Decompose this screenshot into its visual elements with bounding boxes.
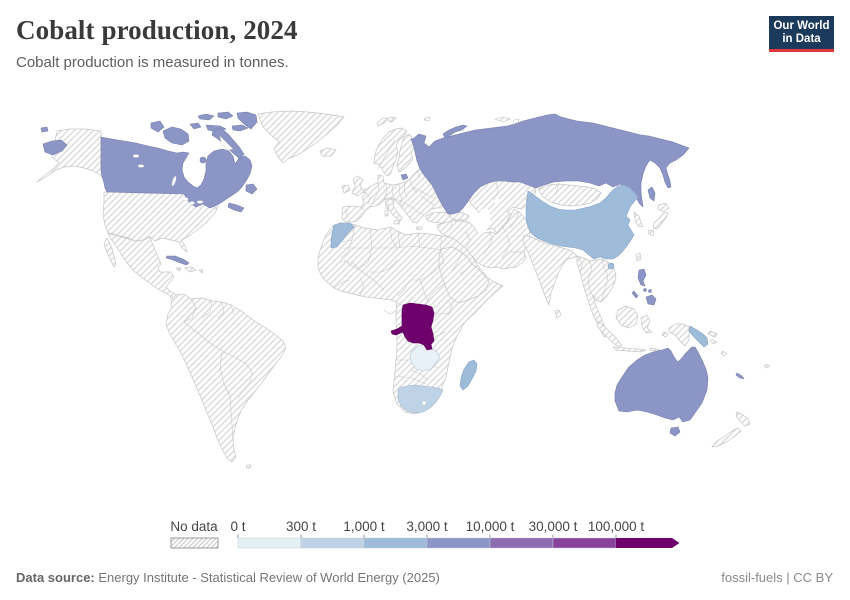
svg-text:30,000 t: 30,000 t xyxy=(529,519,578,534)
svg-text:0 t: 0 t xyxy=(230,519,245,534)
svg-text:100,000 t: 100,000 t xyxy=(588,519,645,534)
svg-text:3,000 t: 3,000 t xyxy=(406,519,448,534)
svg-text:300 t: 300 t xyxy=(286,519,316,534)
svg-text:No data: No data xyxy=(170,519,218,534)
svg-text:10,000 t: 10,000 t xyxy=(466,519,515,534)
svg-text:1,000 t: 1,000 t xyxy=(343,519,385,534)
